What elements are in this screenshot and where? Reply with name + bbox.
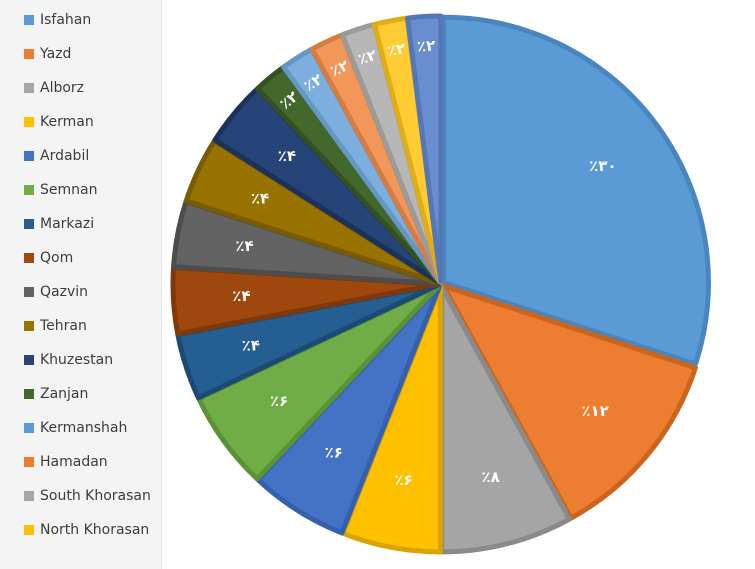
pie-slice bbox=[439, 284, 572, 555]
legend-swatch bbox=[24, 389, 34, 399]
legend-swatch bbox=[24, 151, 34, 161]
legend-swatch bbox=[24, 287, 34, 297]
legend-item: Yazd bbox=[24, 44, 71, 64]
legend-item: Alborz bbox=[24, 78, 84, 98]
legend-label: Markazi bbox=[40, 216, 95, 232]
legend-item: Kerman bbox=[24, 112, 94, 132]
legend-swatch bbox=[24, 423, 34, 433]
pie-data-label: ٪۴ bbox=[278, 147, 296, 165]
legend-swatch bbox=[24, 117, 34, 127]
legend-item: Hamadan bbox=[24, 452, 108, 472]
legend-swatch bbox=[24, 253, 34, 263]
legend-label: Ardabil bbox=[40, 148, 90, 164]
legend-label: Kerman bbox=[40, 114, 94, 130]
legend-swatch bbox=[24, 49, 34, 59]
pie-data-label: ٪۶ bbox=[325, 443, 343, 461]
legend-label: South Khorasan bbox=[40, 488, 151, 504]
legend-swatch bbox=[24, 355, 34, 365]
legend-swatch bbox=[24, 491, 34, 501]
legend-label: Hamadan bbox=[40, 454, 108, 470]
pie-data-label: ٪۴ bbox=[232, 287, 250, 305]
legend-label: Khuzestan bbox=[40, 352, 114, 368]
pie-data-label: ٪۳۰ bbox=[589, 157, 616, 175]
pie-data-label: ٪۶ bbox=[394, 471, 412, 489]
pie-data-label: ٪۴ bbox=[235, 237, 253, 255]
pie-data-label: ٪۶ bbox=[270, 392, 288, 410]
legend-label: Kermanshah bbox=[40, 420, 128, 436]
pie-data-label: ٪۴ bbox=[251, 189, 269, 207]
pie-slices bbox=[170, 13, 711, 555]
pie-data-label: ٪۴ bbox=[242, 336, 260, 354]
legend-swatch bbox=[24, 185, 34, 195]
legend-label: Zanjan bbox=[40, 386, 89, 402]
legend-item: Qazvin bbox=[24, 282, 88, 302]
pie-data-label: ٪۸ bbox=[482, 468, 500, 486]
pie-slice bbox=[405, 13, 444, 284]
legend-swatch bbox=[24, 321, 34, 331]
pie-data-label: ٪۲ bbox=[356, 46, 379, 69]
legend-label: Qom bbox=[40, 250, 74, 266]
legend-item: North Khorasan bbox=[24, 520, 149, 540]
chart-legend: Isfahan Yazd Alborz Kerman Ardabil Semnan Mark… bbox=[0, 0, 162, 569]
legend-swatch bbox=[24, 83, 34, 93]
legend-item: South Khorasan bbox=[24, 486, 151, 506]
legend-item: Tehran bbox=[24, 316, 87, 336]
legend-label: Alborz bbox=[40, 80, 85, 96]
pie-slice bbox=[440, 14, 711, 367]
legend-label: Semnan bbox=[40, 182, 98, 198]
pie-slice bbox=[440, 283, 698, 521]
legend-swatch bbox=[24, 525, 34, 535]
legend-label: North Khorasan bbox=[40, 522, 150, 538]
legend-item: Kermanshah bbox=[24, 418, 127, 438]
legend-item: Qom bbox=[24, 248, 73, 268]
pie-data-label: ٪۲ bbox=[386, 39, 407, 60]
legend-label: Qazvin bbox=[40, 284, 88, 300]
legend-item: Khuzestan bbox=[24, 350, 113, 370]
legend-swatch bbox=[24, 15, 34, 25]
legend-label: Yazd bbox=[40, 46, 72, 62]
legend-label: Tehran bbox=[40, 318, 87, 334]
legend-item: Ardabil bbox=[24, 146, 89, 166]
legend-item: Zanjan bbox=[24, 384, 88, 404]
legend-item: Markazi bbox=[24, 214, 94, 234]
legend-swatch bbox=[24, 219, 34, 229]
legend-swatch bbox=[24, 457, 34, 467]
pie-data-label: ٪۱۲ bbox=[581, 402, 608, 420]
pie-data-label: ٪۲ bbox=[416, 36, 435, 55]
legend-item: Isfahan bbox=[24, 10, 91, 30]
legend-label: Isfahan bbox=[40, 12, 92, 28]
legend-item: Semnan bbox=[24, 180, 97, 200]
